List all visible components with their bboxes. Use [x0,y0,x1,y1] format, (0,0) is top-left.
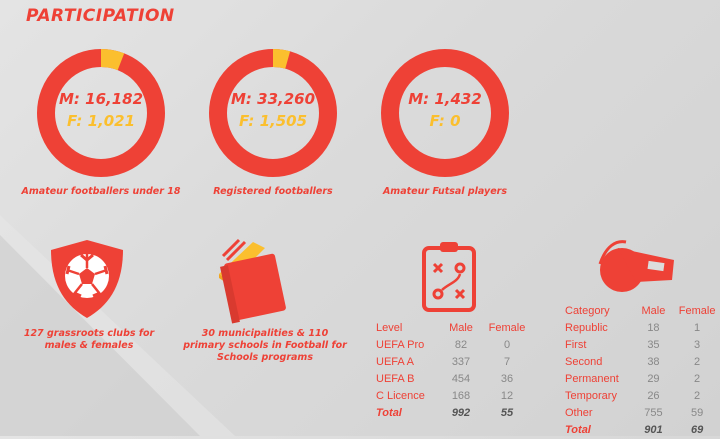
coaches-total-row: Total 992 55 [376,405,532,422]
referees-total-female: 69 [690,424,704,436]
table-row: UEFA A 337 7 [376,354,532,371]
ring-futsal-chart [381,49,509,177]
ring-futsal-male-arc [381,49,509,177]
table-row: Other 755 59 [565,405,720,422]
referees-female: 1 [694,322,701,334]
referees-header-category: Category [565,305,610,317]
caption-schools-line-3: Schools programs [217,352,313,363]
ring-futsal-male-count: M: 1,432 [408,90,482,108]
ring-u18-female-count: F: 1,021 [66,112,136,130]
coaches-male: 168 [451,390,471,402]
referees-category: Permanent [565,373,619,385]
coaches-male: 454 [451,373,471,385]
coaches-male: 337 [451,356,471,368]
caption-schools: 30 municipalities & 110 primary schools … [180,328,350,364]
referees-male: 18 [647,322,660,334]
caption-clubs: 127 grassroots clubs for males & females [14,328,164,352]
referees-male: 38 [647,356,660,368]
referees-female: 2 [694,373,701,385]
coaches-male: 82 [454,339,468,351]
coaches-header-row: Level Male Female [376,320,532,337]
ring-u18-chart [37,49,165,177]
caption-clubs-line-1: 127 grassroots clubs for [23,328,155,339]
coaches-level: UEFA A [376,356,414,368]
ring-futsal: M: 1,432 F: 0 [380,48,510,178]
coaches-total-label: Total [376,407,402,419]
ring-registered-male-count: M: 33,260 [230,90,316,108]
whistle-icon [596,236,686,302]
coaches-header-level: Level [376,322,403,334]
referees-male: 35 [647,339,660,351]
referees-total-label: Total [565,424,591,436]
referees-category: First [565,339,587,351]
coaches-level: C Licence [376,390,425,402]
table-row: Temporary 26 2 [565,388,720,405]
ring-amateur-u18: M: 16,182 F: 1,021 [36,48,166,178]
coaches-total-male: 992 [451,407,471,419]
ring-registered-female-arc [209,49,337,177]
referees-table: Category Male Female Republic 18 1 First… [565,303,720,439]
coaches-total-female: 55 [500,407,514,419]
ring-u18-male-count: M: 16,182 [58,90,144,108]
referees-category: Second [565,356,603,368]
referees-male: 755 [644,407,663,419]
ring-registered-female-count: F: 1,505 [238,112,308,130]
caption-schools-line-2: primary schools in Football for [183,340,347,351]
referees-female: 2 [694,356,701,368]
referees-total-row: Total 901 69 [565,422,720,439]
referees-total-male: 901 [644,424,663,436]
referees-female: 3 [694,339,701,351]
coaches-level: UEFA B [376,373,415,385]
referees-header-row: Category Male Female [565,303,720,320]
caption-clubs-line-2: males & females [44,340,134,351]
coaches-header-female: Female [488,322,526,334]
referees-male: 29 [647,373,660,385]
caption-registered: Registered footballers [213,186,333,197]
table-row: First 35 3 [565,337,720,354]
clipboard-tactics-icon [418,238,480,318]
coaches-female: 7 [503,356,511,368]
referees-category: Temporary [565,390,617,402]
referees-female: 2 [694,390,701,402]
coaches-female: 12 [500,390,514,402]
ring-registered: M: 33,260 F: 1,505 [208,48,338,178]
ring-registered-chart [209,49,337,177]
book-icon [205,234,295,328]
ring-u18-female-arc [37,49,165,177]
table-row: C Licence 168 12 [376,388,532,405]
table-row: UEFA B 454 36 [376,371,532,388]
coaches-female: 36 [500,373,514,385]
caption-amateur-u18: Amateur footballers under 18 [21,186,181,197]
table-row: UEFA Pro 82 0 [376,337,532,354]
referees-male: 26 [647,390,660,402]
table-row: Republic 18 1 [565,320,720,337]
referees-header-female: Female [678,305,716,317]
caption-futsal: Amateur Futsal players [382,186,508,197]
referees-female: 59 [690,407,704,419]
caption-schools-line-1: 30 municipalities & 110 [201,328,329,339]
referees-category: Republic [565,322,608,334]
coaches-level: UEFA Pro [376,339,425,351]
football-shield-icon [48,238,126,324]
ring-futsal-female-count: F: 0 [429,112,461,130]
coaches-header-male: Male [449,322,473,334]
table-row: Permanent 29 2 [565,371,720,388]
referees-category: Other [565,407,593,419]
coaches-female: 0 [503,339,511,351]
table-row: Second 38 2 [565,354,720,371]
page-title: PARTICIPATION [26,6,175,26]
coaches-table: Level Male Female UEFA Pro 82 0 UEFA A 3… [376,320,532,422]
referees-header-male: Male [641,305,666,317]
